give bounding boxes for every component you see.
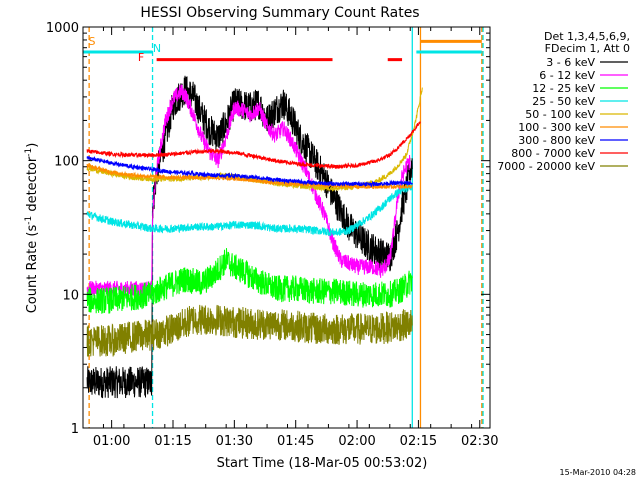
axis-ticks: 01:00 01:15 01:30 01:45 02:00 02:15 02:30 1 10 10… xyxy=(46,21,499,449)
legend-label: 100 - 300 keV xyxy=(518,121,595,134)
legend-label: 25 - 50 keV xyxy=(532,95,595,108)
x-tick-label: 01:00 xyxy=(93,434,130,449)
series-line-5 xyxy=(86,163,413,190)
flag-bars xyxy=(83,39,482,62)
legend-label: 50 - 100 keV xyxy=(525,108,595,121)
x-tick-label: 02:30 xyxy=(461,434,498,449)
series-line-2 xyxy=(86,248,413,314)
chart-title: HESSI Observing Summary Count Rates xyxy=(140,5,419,21)
legend-header-line-2: FDecim 1, Att 0 xyxy=(545,42,630,55)
legend-label: 12 - 25 keV xyxy=(532,82,595,95)
legend-header-line-1: Det 1,3,4,5,6,9, xyxy=(544,30,630,43)
x-tick-label: 01:30 xyxy=(216,434,253,449)
y-tick-label: 1000 xyxy=(46,21,79,36)
x-tick-label: 02:00 xyxy=(338,434,375,449)
y-axis-label: Count Rate (s-1 detector-1) xyxy=(24,143,40,314)
x-tick-label: 01:15 xyxy=(154,434,191,449)
flag-label-S: S xyxy=(89,35,96,48)
legend-label: 3 - 6 keV xyxy=(546,56,595,69)
x-tick-label: 02:15 xyxy=(400,434,437,449)
series-line-3 xyxy=(86,182,413,236)
flag-label-N: N xyxy=(153,42,161,55)
y-tick-label: 1 xyxy=(71,422,79,437)
series-line-0 xyxy=(86,75,413,399)
flag-label-F: F xyxy=(138,51,144,64)
x-tick-label: 01:45 xyxy=(277,434,314,449)
x-axis-label: Start Time (18-Mar-05 00:53:02) xyxy=(217,456,428,471)
legend: Det 1,3,4,5,6,9, FDecim 1, Att 0 3 - 6 k… xyxy=(497,30,630,173)
plot-frame xyxy=(82,26,491,429)
legend-label: 300 - 800 keV xyxy=(518,134,595,147)
y-tick-label: 10 xyxy=(62,288,79,303)
series-lines xyxy=(86,75,423,399)
generation-timestamp: 15-Mar-2010 04:28 xyxy=(560,468,637,477)
series-line-8 xyxy=(86,304,413,357)
flag-labels: S NF xyxy=(89,35,162,64)
series-line-7 xyxy=(86,121,421,170)
y-tick-label: 100 xyxy=(54,155,79,170)
legend-label: 6 - 12 keV xyxy=(539,69,595,82)
series-line-6 xyxy=(86,155,413,188)
legend-label: 800 - 7000 keV xyxy=(511,147,595,160)
legend-label: 7000 - 20000 keV xyxy=(497,160,595,173)
